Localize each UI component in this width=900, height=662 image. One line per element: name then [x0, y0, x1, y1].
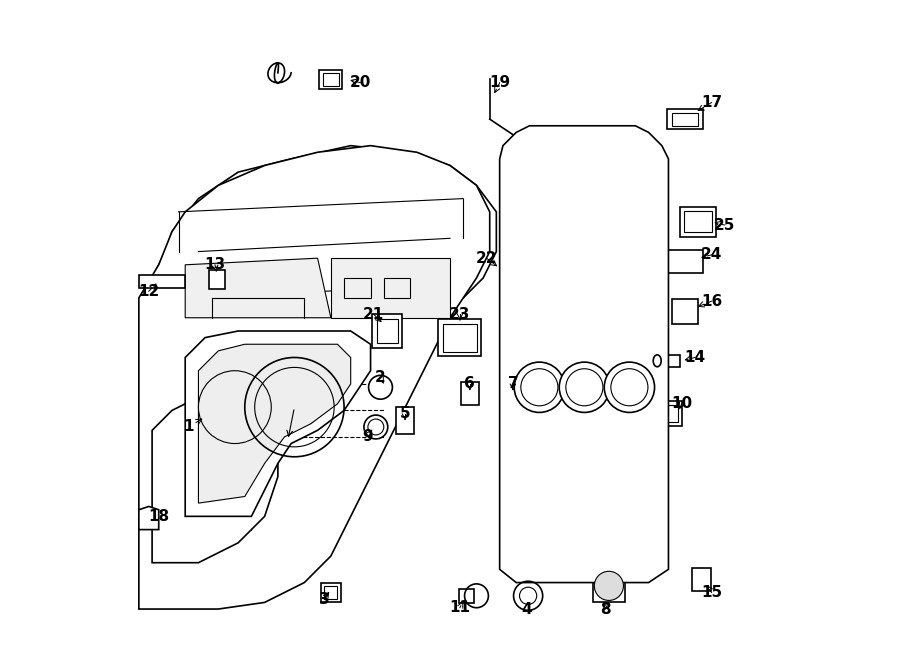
- Text: 6: 6: [464, 377, 475, 391]
- Text: 22: 22: [476, 251, 497, 265]
- Text: 21: 21: [364, 307, 384, 322]
- FancyBboxPatch shape: [511, 281, 657, 334]
- Text: 11: 11: [449, 600, 471, 615]
- FancyBboxPatch shape: [672, 299, 698, 324]
- Text: 20: 20: [350, 75, 372, 90]
- FancyBboxPatch shape: [459, 589, 473, 603]
- Text: 16: 16: [701, 294, 722, 308]
- FancyBboxPatch shape: [667, 109, 703, 129]
- FancyBboxPatch shape: [657, 355, 680, 367]
- Ellipse shape: [653, 355, 662, 367]
- Circle shape: [559, 362, 609, 412]
- Text: 15: 15: [701, 585, 722, 600]
- FancyBboxPatch shape: [320, 70, 342, 89]
- FancyBboxPatch shape: [461, 383, 479, 405]
- Text: 1: 1: [184, 420, 194, 434]
- Circle shape: [364, 415, 388, 439]
- FancyBboxPatch shape: [438, 320, 482, 356]
- FancyBboxPatch shape: [511, 142, 657, 301]
- FancyBboxPatch shape: [667, 250, 703, 273]
- FancyBboxPatch shape: [657, 401, 682, 426]
- FancyBboxPatch shape: [680, 207, 716, 237]
- Circle shape: [514, 362, 564, 412]
- Text: 24: 24: [701, 248, 722, 262]
- Text: 7: 7: [508, 377, 518, 391]
- FancyBboxPatch shape: [593, 569, 625, 602]
- Text: 19: 19: [489, 75, 510, 90]
- Text: 5: 5: [400, 406, 410, 421]
- Circle shape: [604, 362, 654, 412]
- FancyBboxPatch shape: [139, 275, 185, 288]
- PathPatch shape: [198, 344, 351, 503]
- Text: 8: 8: [600, 602, 611, 616]
- Text: 17: 17: [701, 95, 722, 110]
- FancyBboxPatch shape: [500, 383, 518, 405]
- Text: 12: 12: [139, 284, 159, 299]
- PathPatch shape: [185, 258, 331, 318]
- PathPatch shape: [139, 146, 490, 609]
- Text: 25: 25: [714, 218, 735, 232]
- Circle shape: [594, 571, 624, 600]
- Text: 10: 10: [671, 397, 692, 411]
- Text: 18: 18: [148, 509, 169, 524]
- PathPatch shape: [500, 126, 669, 583]
- PathPatch shape: [331, 258, 450, 318]
- Text: 14: 14: [684, 350, 706, 365]
- Circle shape: [369, 375, 392, 399]
- Text: 2: 2: [375, 370, 386, 385]
- FancyBboxPatch shape: [691, 568, 712, 591]
- PathPatch shape: [139, 506, 158, 530]
- Text: 9: 9: [362, 430, 373, 444]
- PathPatch shape: [185, 331, 371, 516]
- FancyBboxPatch shape: [321, 583, 341, 602]
- FancyBboxPatch shape: [396, 407, 414, 434]
- Text: 3: 3: [319, 592, 329, 606]
- FancyBboxPatch shape: [373, 314, 402, 348]
- FancyBboxPatch shape: [209, 270, 225, 289]
- PathPatch shape: [146, 146, 496, 602]
- Text: 13: 13: [204, 258, 226, 272]
- Text: 4: 4: [521, 602, 531, 616]
- PathPatch shape: [152, 397, 278, 563]
- Text: 23: 23: [449, 307, 471, 322]
